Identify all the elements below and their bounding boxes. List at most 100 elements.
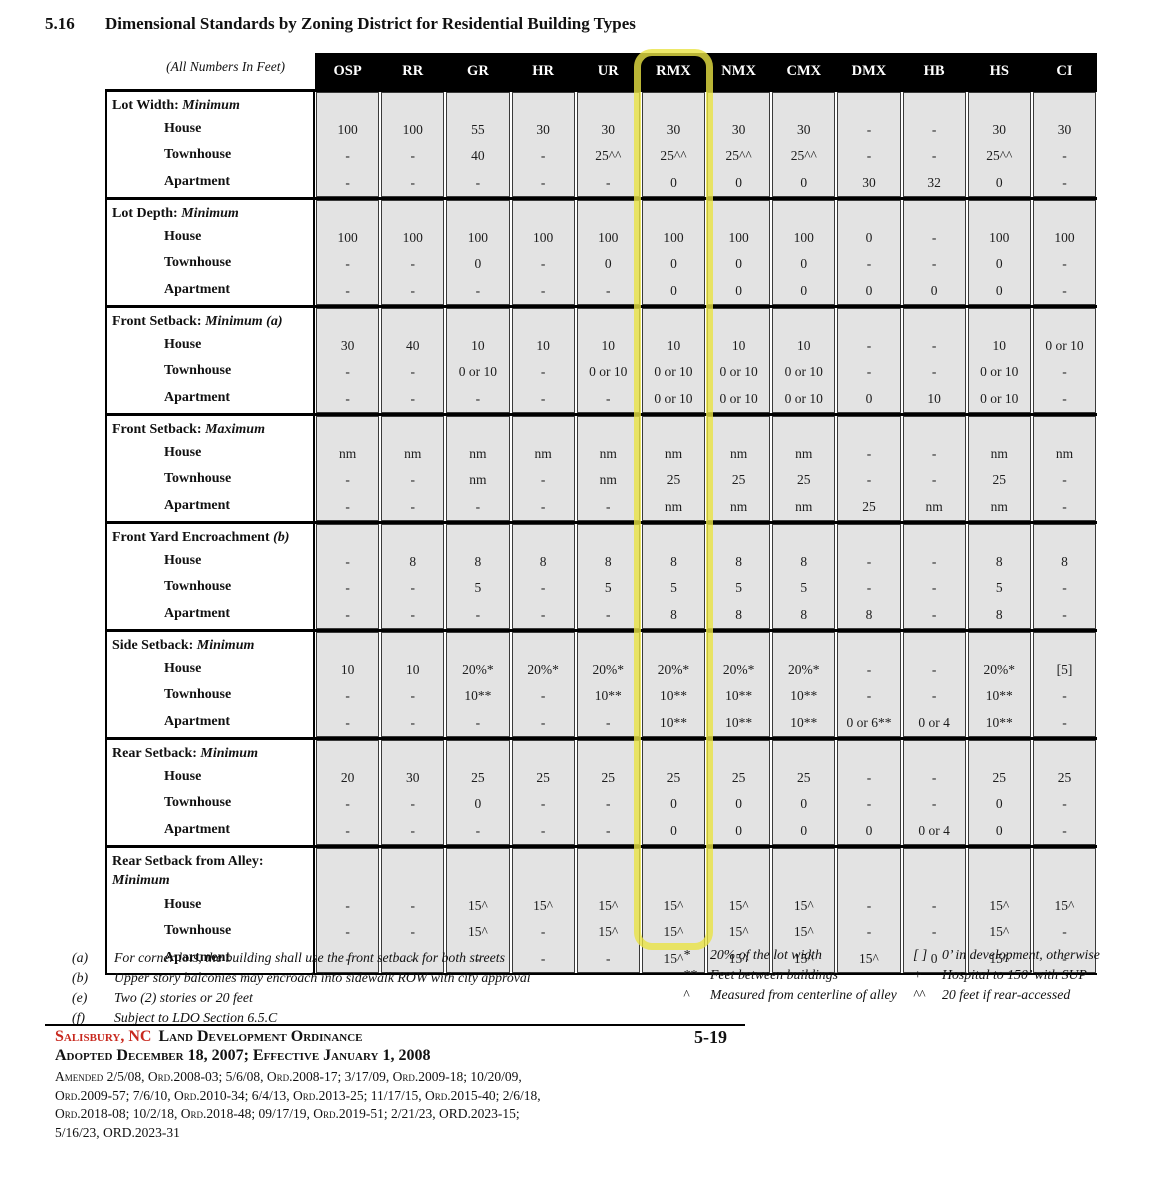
cell-spacer: [382, 633, 443, 657]
data-column-ur: 25 - -: [576, 739, 640, 845]
table-cell: nm: [729, 445, 748, 461]
cell-spacer: [838, 525, 899, 549]
table-cell: nm: [795, 498, 813, 514]
table-cell: 25: [1057, 769, 1072, 785]
cell-spacer: [838, 741, 899, 765]
data-column-nmx: 8 5 8: [707, 523, 771, 629]
table-cell: nm: [534, 445, 552, 461]
footer-amended-line: Amended 2/5/08, Ord.2008-03; 5/6/08, Ord…: [55, 1069, 522, 1084]
table-cell: 40: [406, 337, 420, 353]
table-cell: -: [410, 796, 416, 812]
cell-spacer: [643, 633, 704, 657]
table-cell: 0 or 10: [784, 390, 823, 406]
cell-spacer: [578, 309, 639, 333]
data-column-hb: - - 10: [902, 307, 966, 413]
table-cell: -: [866, 148, 872, 164]
data-column-cmx: 100 0 0: [772, 199, 836, 305]
cell-spacer: [904, 417, 965, 441]
table-cell: -: [1062, 606, 1067, 622]
table-cell: -: [931, 364, 937, 380]
cell-spacer: [708, 525, 769, 549]
table-cell: -: [410, 472, 416, 488]
data-column-osp: 30 - -: [316, 307, 380, 413]
table-cell: -: [540, 950, 546, 966]
table-cell: -: [345, 256, 350, 272]
data-column-gr: 20%* 10** -: [446, 631, 510, 737]
data-column-dmx: - - 0 or 6**: [837, 631, 901, 737]
table-cell: nm: [469, 445, 487, 461]
row-label-house: House: [164, 228, 202, 244]
section-label-qualifier: Minimum (a): [205, 313, 283, 329]
data-column-hr: 8 - -: [511, 523, 575, 629]
footnote-marker: ^: [683, 987, 689, 1002]
cell-spacer: [773, 417, 834, 441]
table-cell: 0 or 6**: [846, 714, 892, 730]
data-column-hr: 30 - -: [511, 92, 575, 197]
data-column-hb: - - 0: [902, 847, 966, 973]
cell-spacer: [904, 741, 965, 765]
section-group-label: Lot Width: Minimum: [107, 92, 313, 116]
cell-spacer: [513, 849, 574, 893]
data-column-dmx: - - 8: [837, 523, 901, 629]
row-label-apartment: Apartment: [164, 281, 231, 297]
data-column-hr: 10 - -: [511, 307, 575, 413]
table-cell: -: [1062, 950, 1067, 966]
table-cell: 10: [536, 337, 550, 353]
table-cell: 15^: [1054, 897, 1075, 913]
row-label-townhouse: Townhouse: [164, 795, 232, 811]
data-column-nmx: 100 0 0: [707, 199, 771, 305]
table-cell: -: [410, 174, 416, 190]
table-cell: -: [931, 229, 937, 245]
data-column-hs: 10 0 or 10 0 or 10: [967, 307, 1031, 413]
table-cell: -: [475, 822, 481, 838]
data-column-hr: 15^ - -: [511, 847, 575, 973]
table-cell: -: [345, 282, 350, 298]
table-cell: -: [475, 174, 481, 190]
table-cell: 30: [536, 122, 550, 137]
column-header-rmx: RMX: [656, 63, 691, 79]
data-column-osp: 100 - -: [316, 92, 380, 197]
table-cell: -: [410, 924, 416, 940]
column-header-hs: HS: [989, 63, 1009, 79]
table-cell: -: [345, 688, 350, 704]
cell-spacer: [447, 741, 508, 765]
table-cell: 25: [992, 472, 1007, 488]
table-cell: 0: [735, 174, 742, 190]
table-cell: 0: [474, 256, 482, 272]
table-cell: nm: [599, 472, 617, 488]
data-column-ur: 20%* 10** -: [576, 631, 640, 737]
cell-spacer: [1034, 201, 1095, 225]
footnote: ** Feet between buildings: [683, 965, 897, 985]
section-labels: Rear Setback from Alley: Minimum House Tow…: [105, 847, 315, 973]
data-column-rmx: 25 0 0: [641, 739, 706, 845]
table-cell: 30: [340, 337, 355, 353]
table-cell: -: [345, 950, 350, 966]
data-column-ci: 8 - -: [1032, 523, 1097, 629]
data-column-rmx: 15^ 15^ 15^: [641, 847, 706, 973]
table-cell: -: [410, 897, 416, 913]
table-section: Rear Setback: Minimum House Townhouse Apart…: [105, 736, 1097, 845]
table-cell: -: [345, 714, 350, 730]
section-label-text: Front Setback:: [112, 421, 206, 437]
row-label-house: House: [164, 336, 202, 352]
section-label-text: Front Yard Encroachment: [112, 529, 274, 545]
table-cell: -: [866, 256, 872, 272]
cell-spacer: [838, 201, 899, 225]
footer-city: Salisbury, NC: [55, 1028, 152, 1045]
section-label-qualifier: Maximum: [205, 421, 265, 437]
table-cell: 0: [865, 282, 873, 298]
data-column-hs: 30 25^^ 0: [967, 92, 1031, 197]
table-cell: 25^^: [595, 148, 622, 164]
table-cell: -: [866, 897, 872, 913]
row-label-townhouse: Townhouse: [164, 923, 232, 939]
table-cell: 0 or 10: [719, 364, 758, 380]
table-cell: 25: [731, 472, 746, 488]
table-cell: 25^^: [660, 148, 687, 164]
table-cell: -: [931, 337, 937, 353]
table-cell: -: [410, 950, 416, 966]
footnote-marker: (e): [72, 990, 88, 1005]
table-cell: 0: [735, 796, 742, 812]
cell-spacer: [317, 309, 378, 333]
table-cell: 0 or 10: [980, 390, 1019, 406]
cell-spacer: [317, 633, 378, 657]
